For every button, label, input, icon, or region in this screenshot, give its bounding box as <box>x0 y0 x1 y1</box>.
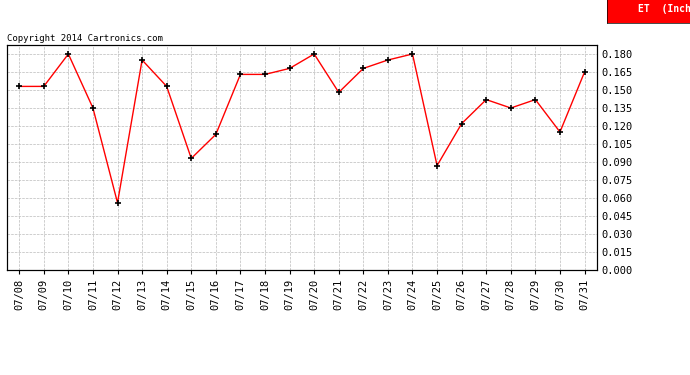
Text: Copyright 2014 Cartronics.com: Copyright 2014 Cartronics.com <box>7 34 163 43</box>
